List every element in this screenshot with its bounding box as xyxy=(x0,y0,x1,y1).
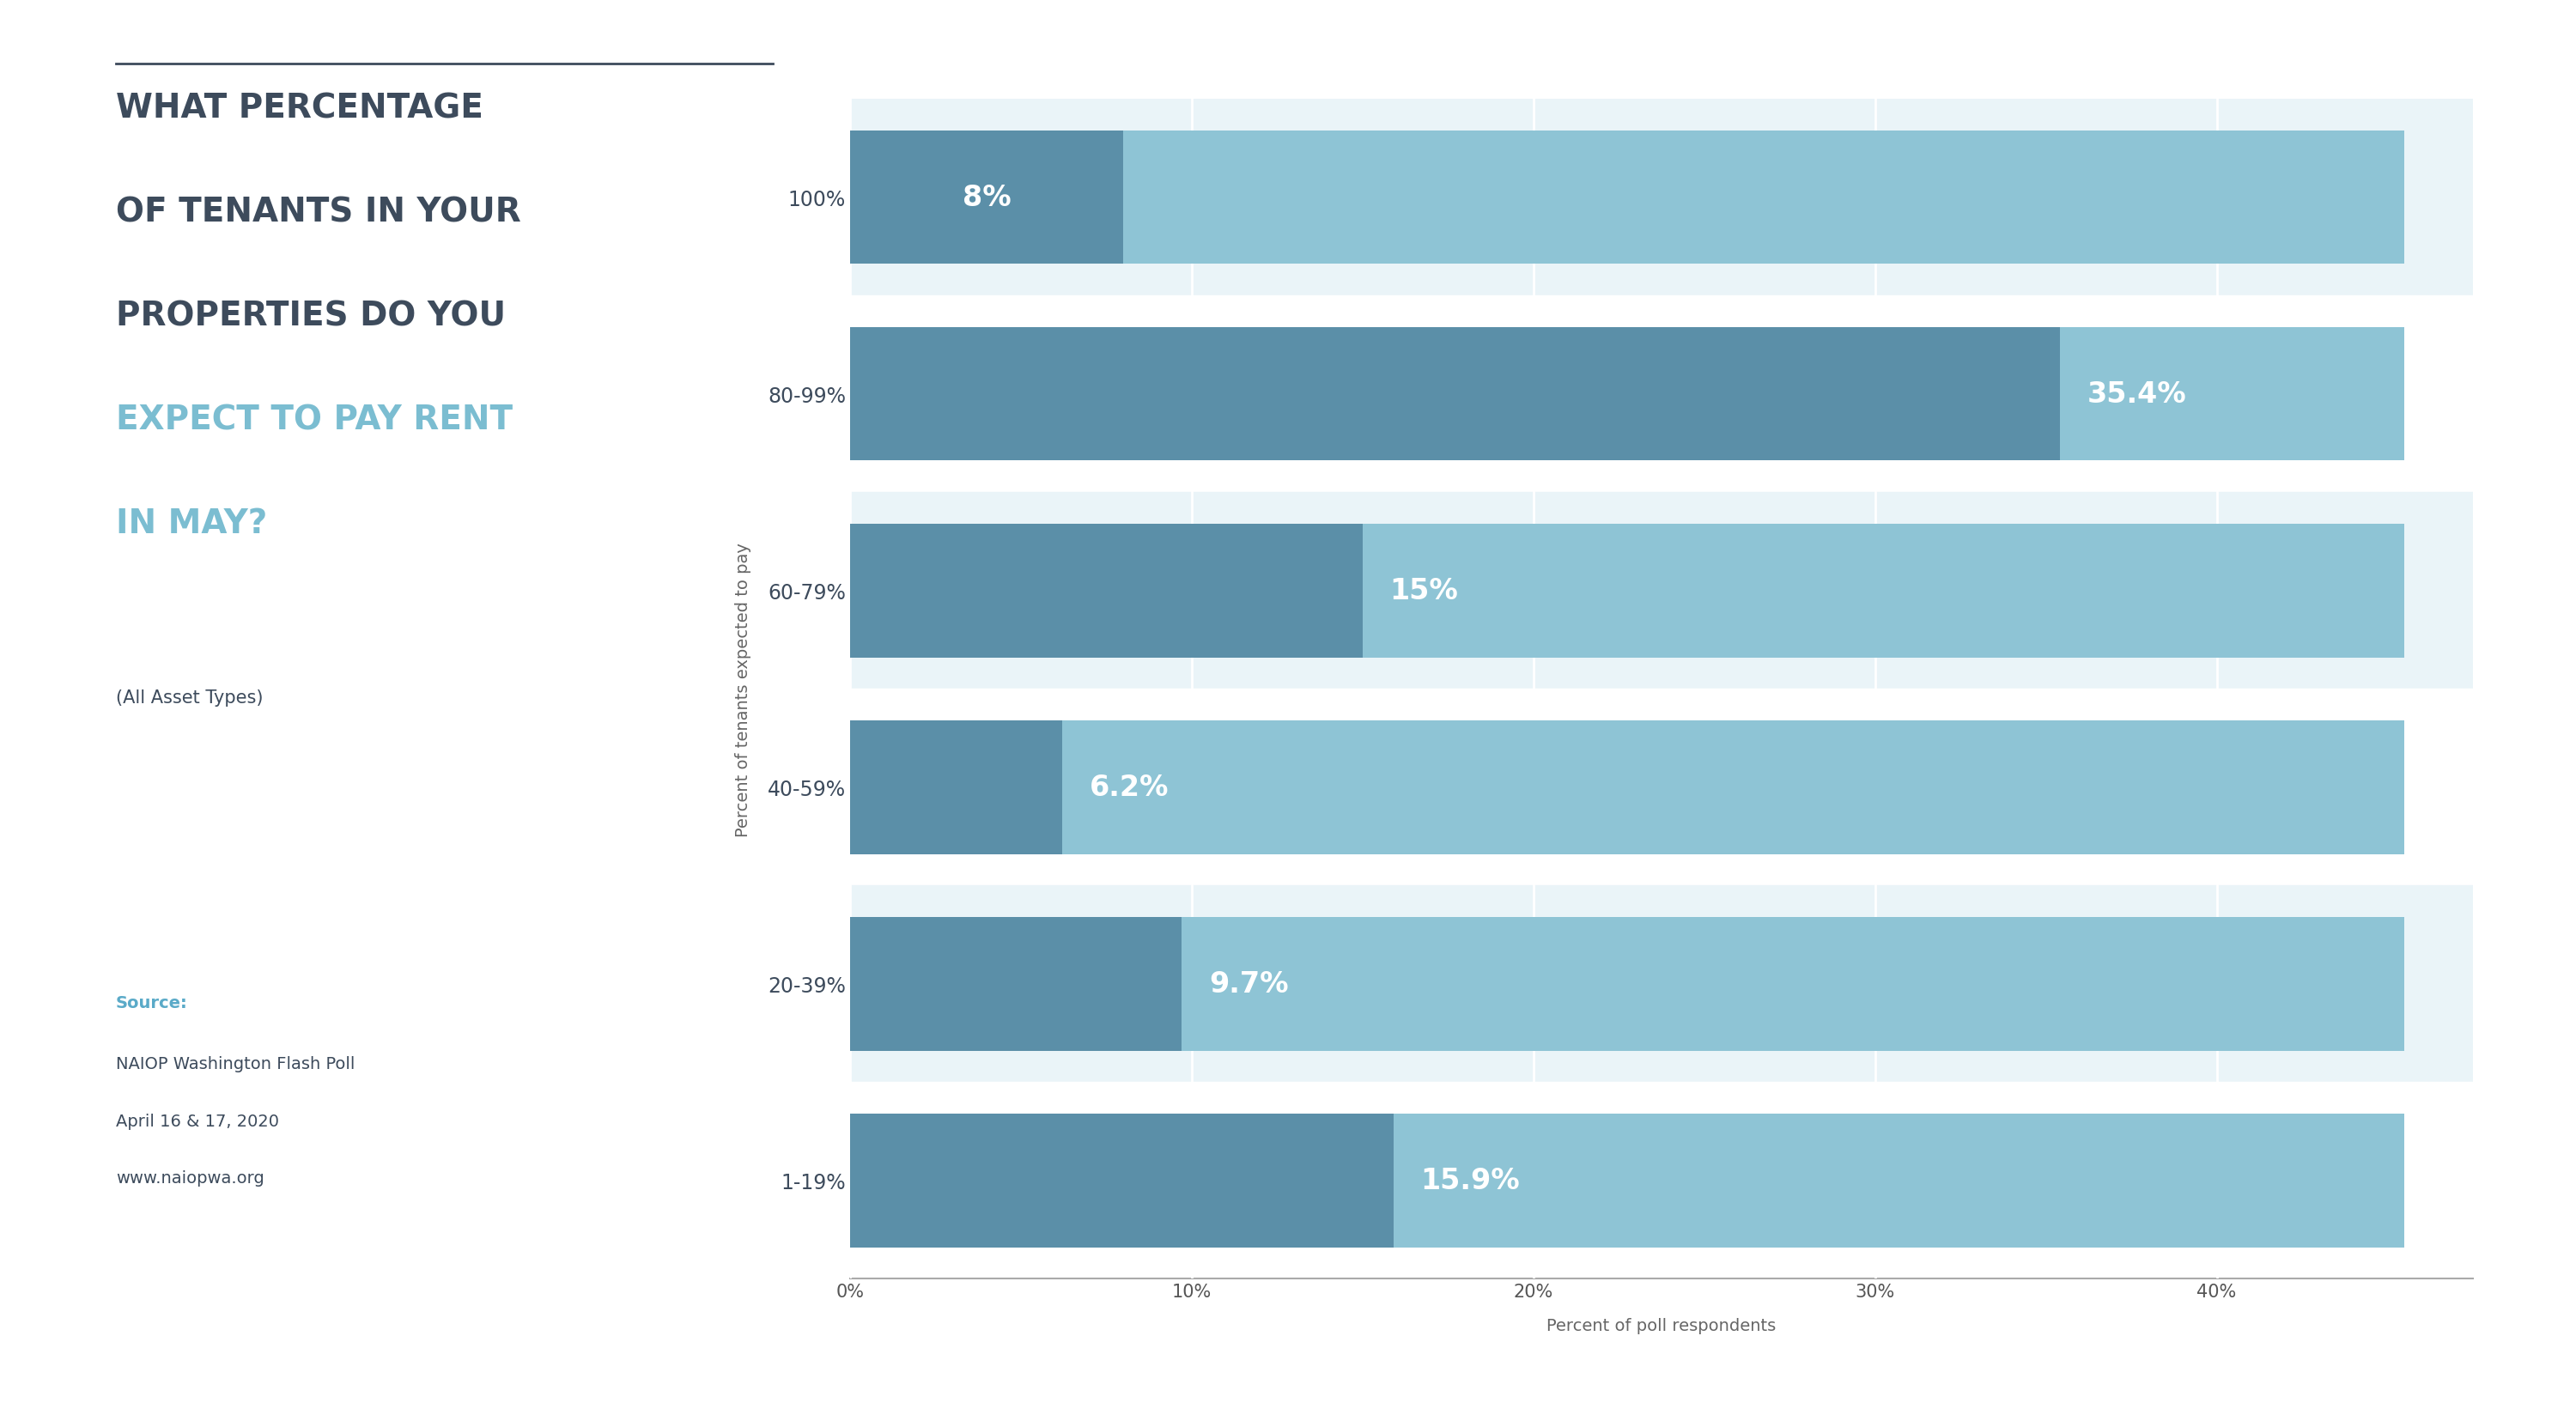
Text: EXPECT TO PAY RENT: EXPECT TO PAY RENT xyxy=(116,404,513,436)
Text: Source:: Source: xyxy=(116,995,188,1010)
Bar xyxy=(850,131,1123,264)
Y-axis label: Percent of tenants expected to pay: Percent of tenants expected to pay xyxy=(734,541,752,837)
Text: OF TENANTS IN YOUR: OF TENANTS IN YOUR xyxy=(116,196,520,229)
Bar xyxy=(850,99,2473,296)
Text: 6.2%: 6.2% xyxy=(1090,773,1170,801)
Bar xyxy=(1123,131,2403,264)
Bar xyxy=(850,524,1363,658)
Bar xyxy=(850,327,2061,462)
Text: 15%: 15% xyxy=(1391,577,1458,605)
Text: April 16 & 17, 2020: April 16 & 17, 2020 xyxy=(116,1113,278,1128)
Text: 35.4%: 35.4% xyxy=(2087,381,2187,408)
Bar xyxy=(850,917,1182,1052)
Text: 8%: 8% xyxy=(963,183,1010,212)
Text: WHAT PERCENTAGE: WHAT PERCENTAGE xyxy=(116,92,484,125)
Text: 9.7%: 9.7% xyxy=(1208,971,1288,998)
Bar xyxy=(1182,917,2403,1052)
Text: NAIOP Washington Flash Poll: NAIOP Washington Flash Poll xyxy=(116,1056,355,1071)
Bar xyxy=(850,1114,1394,1248)
Bar xyxy=(850,296,2473,493)
Text: IN MAY?: IN MAY? xyxy=(116,507,268,540)
Bar xyxy=(1363,524,2403,658)
X-axis label: Percent of poll respondents: Percent of poll respondents xyxy=(1546,1317,1777,1333)
Bar xyxy=(850,689,2473,885)
Bar xyxy=(850,493,2473,689)
Bar xyxy=(850,885,2473,1083)
Text: PROPERTIES DO YOU: PROPERTIES DO YOU xyxy=(116,300,505,333)
Bar xyxy=(850,1083,2473,1279)
Text: 15.9%: 15.9% xyxy=(1419,1167,1520,1195)
Bar xyxy=(850,720,1061,854)
Text: www.naiopwa.org: www.naiopwa.org xyxy=(116,1169,265,1185)
Bar xyxy=(1394,1114,2403,1248)
Bar xyxy=(1061,720,2403,854)
Text: (All Asset Types): (All Asset Types) xyxy=(116,689,263,706)
Bar xyxy=(2061,327,2403,462)
